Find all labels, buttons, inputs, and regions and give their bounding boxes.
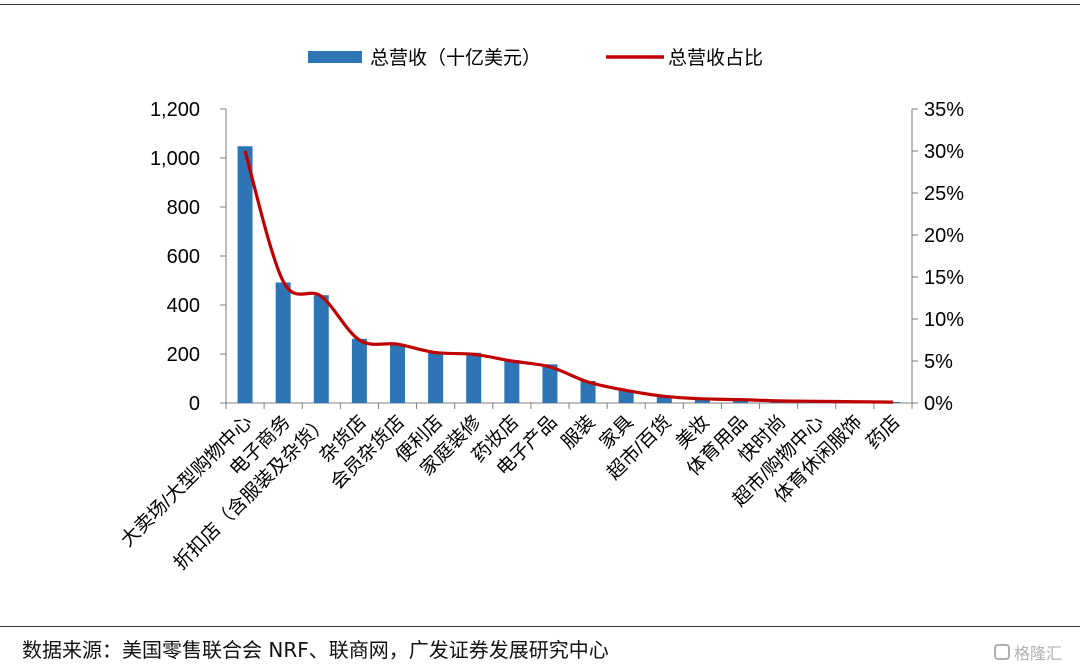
- right-tick-label: 25%: [924, 183, 964, 205]
- right-tick-label: 15%: [924, 267, 964, 289]
- bar-7: [466, 352, 482, 403]
- category-label: 药店: [862, 411, 904, 453]
- right-tick-label: 5%: [924, 351, 953, 373]
- left-tick-label: 600: [167, 246, 200, 268]
- right-tick-label: 0%: [924, 393, 953, 415]
- category-label: 折扣店（含服装及杂货）: [169, 411, 332, 574]
- watermark-logo-icon: [993, 644, 1010, 660]
- bar-8: [504, 360, 520, 403]
- bar-4: [351, 338, 367, 403]
- bar-2: [275, 282, 291, 403]
- left-tick-label: 200: [167, 344, 200, 366]
- category-label: 服装: [557, 411, 599, 453]
- left-tick-label: 400: [167, 295, 200, 317]
- right-tick-label: 35%: [924, 99, 964, 121]
- bar-1: [237, 146, 253, 404]
- bar-6: [428, 351, 444, 403]
- bar-10: [580, 380, 596, 403]
- watermark: 格隆汇: [993, 640, 1062, 664]
- left-tick-label: 0: [189, 393, 200, 415]
- legend-bar-swatch: [308, 51, 362, 63]
- watermark-text: 格隆汇: [1013, 644, 1062, 663]
- source-note: 数据来源：美国零售联合会 NRF、联商网，广发证券发展研究中心: [22, 638, 609, 662]
- left-tick-label: 800: [167, 197, 200, 219]
- revenue-share-chart: 0 200 400 600 800 1,000 1,200 0% 5% 10% 15% 20% 25% 3…: [116, 47, 964, 574]
- share-line: [243, 150, 893, 404]
- bar-12: [656, 396, 672, 403]
- legend-bar-label: 总营收（十亿美元）: [370, 47, 541, 69]
- right-tick-label: 30%: [924, 141, 964, 163]
- bar-9: [542, 364, 558, 403]
- category-label: 大卖场/大型购物中心: [116, 411, 256, 551]
- legend-line-label: 总营收占比: [668, 47, 763, 69]
- bar-14: [733, 399, 748, 403]
- bar-3: [313, 295, 329, 403]
- left-tick-label: 1,000: [150, 148, 200, 170]
- right-tick-label: 20%: [924, 225, 964, 247]
- bar-11: [618, 390, 634, 403]
- bar-5: [390, 344, 405, 403]
- left-tick-label: 1,200: [150, 99, 200, 121]
- right-tick-label: 10%: [924, 309, 964, 331]
- bar-13: [694, 399, 710, 403]
- bar-18: [885, 402, 901, 403]
- bottom-rule: [0, 626, 1080, 627]
- top-rule: [0, 4, 1080, 5]
